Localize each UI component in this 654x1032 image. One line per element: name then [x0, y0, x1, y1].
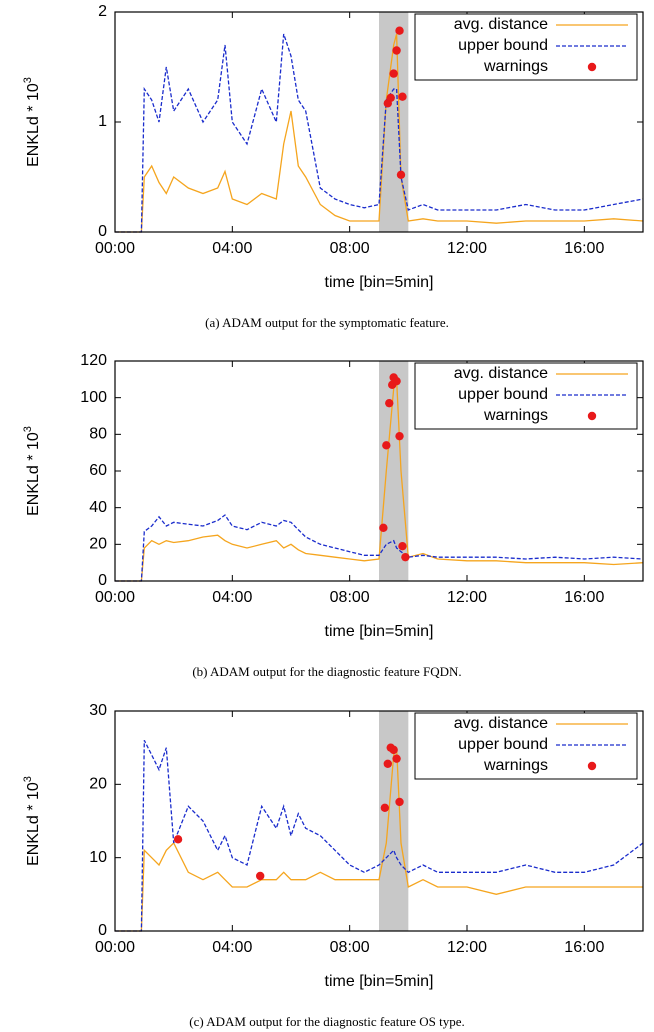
x-tick-label: 08:00 [330, 589, 370, 606]
x-tick-label: 08:00 [330, 939, 370, 956]
legend-label: warnings [483, 407, 548, 424]
y-axis-label-exponent: 3 [22, 426, 34, 432]
warning-point [392, 46, 401, 55]
warning-point [392, 754, 401, 763]
warning-point [379, 523, 388, 533]
warning-point [382, 441, 391, 450]
x-tick-label: 12:00 [447, 939, 487, 956]
series-line [115, 747, 643, 932]
warning-point [395, 797, 404, 807]
warning-point [173, 835, 183, 844]
y-tick-label: 1 [98, 113, 107, 130]
warning-point [389, 69, 398, 78]
highlight-band [379, 711, 409, 931]
legend-label: avg. distance [454, 715, 548, 732]
y-tick-label: 20 [89, 776, 107, 793]
warning-point [395, 26, 404, 35]
legend-label: upper bound [458, 37, 548, 54]
y-tick-label: 40 [89, 499, 107, 516]
chart: 0 1 2 00:00 04:00 08:00 12:00 16:00 avg. distanc… [22, 3, 644, 330]
y-tick-label: 2 [98, 3, 107, 20]
warning-point [395, 431, 404, 441]
series-line [115, 33, 644, 233]
x-tick-label: 04:00 [212, 589, 252, 606]
x-tick-label: 16:00 [564, 240, 604, 257]
y-tick-label: 120 [80, 352, 107, 369]
warning-point [256, 871, 265, 881]
x-tick-label: 12:00 [447, 589, 487, 606]
y-axis-label-exponent: 3 [22, 776, 34, 782]
x-tick-label: 16:00 [564, 939, 604, 956]
caption: (a) ADAM output for the symptomatic feat… [205, 315, 449, 330]
y-axis-label-text: ENKLd * 10 [25, 782, 42, 866]
x-tick-label: 12:00 [447, 240, 487, 257]
x-tick-label: 00:00 [95, 240, 135, 257]
series-line [115, 33, 644, 233]
y-axis-label-text: ENKLd * 10 [25, 83, 42, 167]
legend-marker [587, 761, 597, 771]
caption: (b) ADAM output for the diagnostic featu… [192, 664, 461, 679]
plot-frame [114, 710, 644, 932]
series-line [115, 740, 644, 932]
legend-marker [587, 411, 597, 421]
x-axis-label: time [bin=5min] [325, 973, 434, 990]
chart: 0 20 40 60 80 100 120 00:00 04:00 08:00 12:00 16:00… [22, 352, 644, 679]
y-tick-label: 0 [98, 572, 107, 589]
caption: (c) ADAM output for the diagnostic featu… [189, 1014, 464, 1029]
x-tick-label: 08:00 [330, 240, 370, 257]
legend-label: avg. distance [454, 365, 548, 382]
y-tick-label: 0 [98, 223, 107, 240]
warning-point [386, 93, 395, 103]
y-tick-label: 30 [89, 702, 107, 719]
legend-label: warnings [483, 757, 548, 774]
x-tick-label: 04:00 [212, 939, 252, 956]
y-tick-label: 20 [89, 536, 107, 553]
plot-frame [114, 11, 644, 233]
warning-point [398, 541, 407, 551]
warning-point [398, 92, 407, 101]
x-axis-label: time [bin=5min] [325, 623, 434, 640]
x-tick-label: 00:00 [95, 589, 135, 606]
warning-point [380, 803, 390, 812]
plot-frame [114, 360, 644, 582]
y-axis-label: ENKLd * 103 [22, 77, 42, 167]
y-tick-label: 60 [89, 462, 107, 479]
y-axis-label: ENKLd * 103 [22, 776, 42, 866]
y-tick-label: 0 [98, 922, 107, 939]
warning-point [385, 398, 394, 408]
warning-point [383, 759, 392, 768]
warning-point [401, 552, 410, 562]
y-axis-label-exponent: 3 [22, 77, 34, 83]
x-axis-label: time [bin=5min] [325, 274, 434, 291]
x-tick-label: 00:00 [95, 939, 135, 956]
y-tick-label: 80 [89, 426, 107, 443]
series-line [115, 379, 644, 582]
y-tick-label: 100 [80, 389, 107, 406]
y-axis-label-text: ENKLd * 10 [25, 432, 42, 516]
warning-point [396, 170, 406, 179]
y-axis-label: ENKLd * 103 [22, 426, 42, 516]
legend-label: upper bound [458, 736, 548, 753]
legend-label: warnings [483, 58, 548, 75]
x-tick-label: 16:00 [564, 589, 604, 606]
warning-point [392, 376, 401, 386]
legend-label: avg. distance [454, 16, 548, 33]
series-line [115, 514, 644, 582]
y-tick-label: 10 [89, 849, 107, 866]
legend-label: upper bound [458, 386, 548, 403]
legend-marker [587, 62, 597, 72]
warning-point [389, 745, 398, 755]
x-tick-label: 04:00 [212, 240, 252, 257]
chart: 0 10 20 30 00:00 04:00 08:00 12:00 16:00 avg. dis… [22, 702, 644, 1029]
